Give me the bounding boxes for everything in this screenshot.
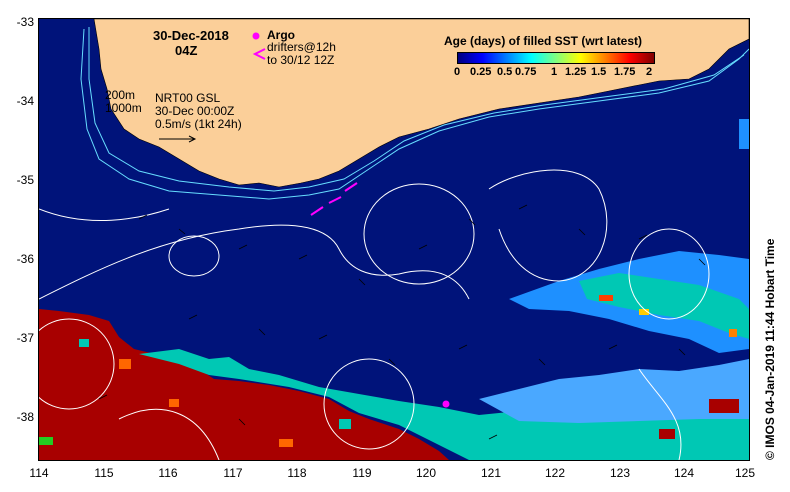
y-tick-label: -35 <box>16 173 34 187</box>
x-tick-label: 116 <box>158 466 178 480</box>
map-date: 30-Dec-2018 <box>153 28 229 43</box>
colorbar-tick: 1.75 <box>614 66 636 78</box>
argo-float-marker <box>442 400 450 408</box>
recent-sst-region-south <box>139 349 749 460</box>
colorbar <box>457 52 655 64</box>
x-tick-label: 125 <box>734 466 756 480</box>
y-tick-label: -37 <box>16 331 34 345</box>
argo-legend-icon <box>252 32 260 40</box>
colorbar-tick: 0.25 <box>470 66 492 78</box>
x-tick-label: 121 <box>480 466 502 480</box>
colorbar-tick: 1.25 <box>565 66 587 78</box>
drifters-legend-label: drifters@12h <box>267 40 336 54</box>
x-tick-label: 118 <box>287 466 307 480</box>
y-tick-label: -36 <box>16 252 34 266</box>
y-tick-label: -38 <box>16 410 34 424</box>
y-tick-label: -33 <box>16 15 34 29</box>
x-tick-label: 122 <box>544 466 566 480</box>
map-canvas <box>39 19 749 460</box>
colorbar-tick: 0 <box>454 66 461 78</box>
x-tick-label: 114 <box>29 466 49 480</box>
colorbar-title: Age (days) of filled SST (wrt latest) <box>444 34 643 48</box>
drifter-legend-icon <box>252 48 266 60</box>
vector-scale-label: 0.5m/s (1kt 24h) <box>155 117 242 131</box>
colorbar-tick: 0.5 <box>497 66 513 78</box>
credit-text: © IMOS 04-Jan-2019 11:44 Hobart Time <box>763 238 777 460</box>
contour-1000m <box>80 28 749 200</box>
colorbar-tick: 1.5 <box>591 66 607 78</box>
x-tick-label: 120 <box>415 466 437 480</box>
contour-200m <box>88 27 745 192</box>
current-vectors <box>98 204 706 440</box>
drifter-tracks <box>310 182 358 216</box>
product-name: NRT00 GSL <box>155 91 221 105</box>
light-blue-band-southeast <box>479 359 749 423</box>
x-tick-label: 115 <box>94 466 114 480</box>
argo-legend-label: Argo <box>267 28 295 42</box>
y-tick-label: -34 <box>16 94 34 108</box>
x-tick-label: 117 <box>223 466 243 480</box>
drifters-legend-time: to 30/12 12Z <box>267 53 335 67</box>
contour-1000m-label: 1000m <box>105 101 142 115</box>
product-time: 30-Dec 00:00Z <box>155 104 235 118</box>
colorbar-tick: 0.75 <box>515 66 537 78</box>
map-frame <box>38 18 750 461</box>
ssh-contours <box>39 169 710 460</box>
colorbar-tick: 2 <box>646 66 653 78</box>
x-tick-label: 123 <box>609 466 631 480</box>
x-tick-label: 124 <box>673 466 695 480</box>
contour-200m-label: 200m <box>105 88 136 102</box>
map-time: 04Z <box>175 43 198 58</box>
x-tick-label: 119 <box>352 466 372 480</box>
colorbar-tick: 1 <box>551 66 558 78</box>
